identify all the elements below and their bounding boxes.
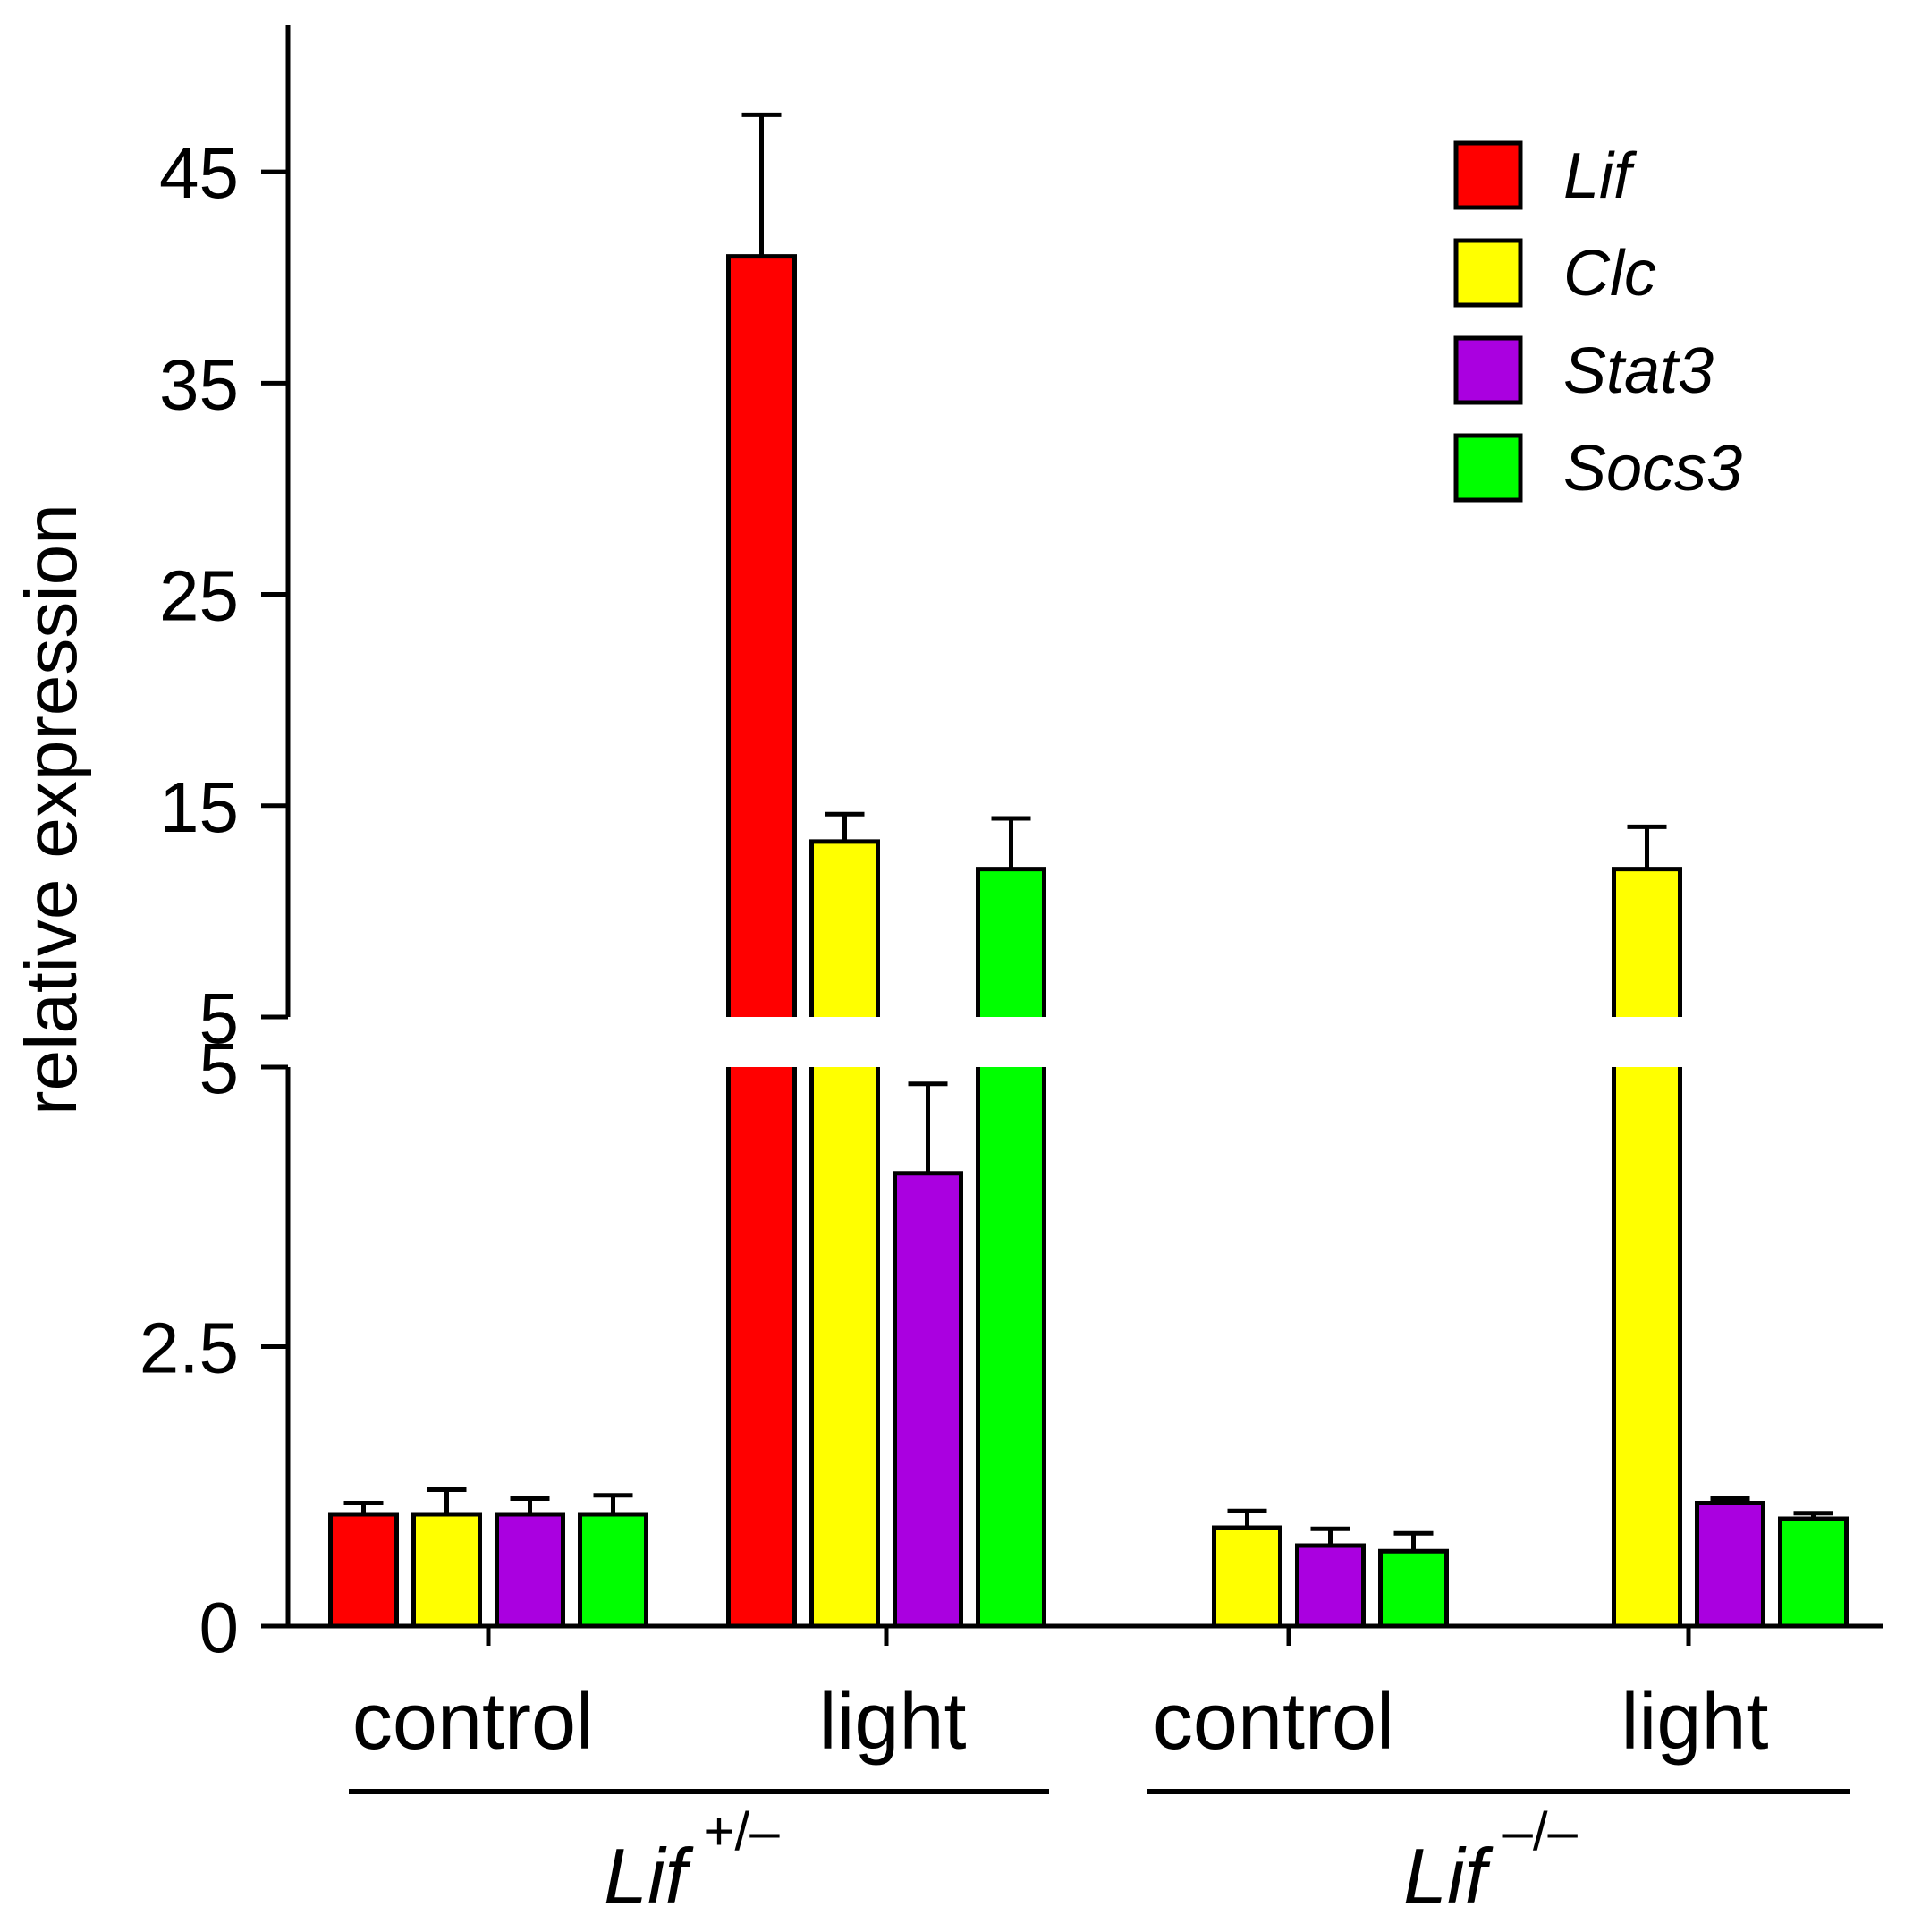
group-label: Lif xyxy=(1403,1832,1494,1920)
legend-label-lif: Lif xyxy=(1563,140,1638,212)
bars-layer xyxy=(328,254,1849,1629)
bar-lif-cat0 xyxy=(328,1512,399,1629)
bar-stat3-cat2 xyxy=(1295,1543,1366,1629)
y-tick-label: 0 xyxy=(199,1588,240,1667)
bar-socs3-cat3 xyxy=(1778,1516,1849,1629)
y-tick-label: 2.5 xyxy=(140,1309,239,1388)
bar-socs3-cat1 xyxy=(976,867,1046,1629)
legend-label-socs3: Socs3 xyxy=(1563,433,1742,504)
error-bar-lif-cat1 xyxy=(741,112,782,257)
bar-clc-cat0 xyxy=(411,1512,482,1629)
bar-stat3-cat1 xyxy=(893,1171,963,1629)
y-tick-label: 5 xyxy=(199,1029,240,1108)
group-label: Lif xyxy=(604,1832,694,1920)
error-bar-clc-cat1 xyxy=(825,811,865,842)
legend-swatch-lif xyxy=(1453,140,1523,210)
error-bars-layer xyxy=(343,112,1833,1552)
legend-swatch-stat3 xyxy=(1453,335,1523,405)
x-category-label: light xyxy=(818,1677,966,1767)
bar-clc-cat2 xyxy=(1212,1525,1282,1629)
y-tick-label: 25 xyxy=(159,556,239,636)
legend: Lif Clc Stat3 Socs3 xyxy=(1453,140,1742,504)
y-tick-label: 35 xyxy=(159,344,239,424)
error-bar-socs3-cat0 xyxy=(593,1493,633,1514)
x-category-label: light xyxy=(1621,1677,1768,1767)
y-tick-label: 15 xyxy=(159,767,239,847)
error-bar-stat3-cat0 xyxy=(510,1496,550,1514)
axes-layer xyxy=(261,25,1883,1794)
group-label-superscript: –/– xyxy=(1503,1801,1579,1861)
bar-lif-cat1 xyxy=(726,254,797,1629)
error-bar-socs3-cat3 xyxy=(1793,1511,1833,1519)
legend-label-clc: Clc xyxy=(1563,238,1656,309)
error-bar-clc-cat2 xyxy=(1227,1508,1267,1528)
bar-socs3-cat0 xyxy=(578,1512,648,1629)
legend-swatch-clc xyxy=(1453,238,1523,308)
group-label-superscript: +/– xyxy=(704,1801,781,1861)
error-bar-stat3-cat3 xyxy=(1710,1496,1750,1504)
error-bar-stat3-cat1 xyxy=(908,1081,948,1174)
x-category-label: control xyxy=(1153,1677,1394,1767)
legend-label-stat3: Stat3 xyxy=(1563,335,1714,407)
error-bar-stat3-cat2 xyxy=(1310,1526,1350,1546)
error-bar-clc-cat3 xyxy=(1627,824,1667,869)
bar-stat3-cat0 xyxy=(495,1512,565,1629)
bar-clc-cat3 xyxy=(1612,867,1682,1629)
bar-socs3-cat2 xyxy=(1378,1548,1449,1629)
labels-layer: 0 2.5 55 15 25 35 45 control light control light Li… xyxy=(140,133,1769,1920)
bar-stat3-cat3 xyxy=(1695,1501,1765,1629)
y-tick-label: 5 xyxy=(199,979,240,1058)
error-bar-socs3-cat1 xyxy=(991,816,1031,869)
error-bar-socs3-cat2 xyxy=(1393,1530,1434,1552)
legend-swatch-socs3 xyxy=(1453,433,1523,503)
error-bar-lif-cat0 xyxy=(343,1501,384,1514)
y-tick-label: 45 xyxy=(159,133,239,213)
x-category-label: control xyxy=(352,1677,594,1767)
y-axis-label: relative expression xyxy=(11,504,92,1115)
bar-clc-cat1 xyxy=(809,839,880,1629)
error-bar-clc-cat0 xyxy=(427,1487,467,1514)
